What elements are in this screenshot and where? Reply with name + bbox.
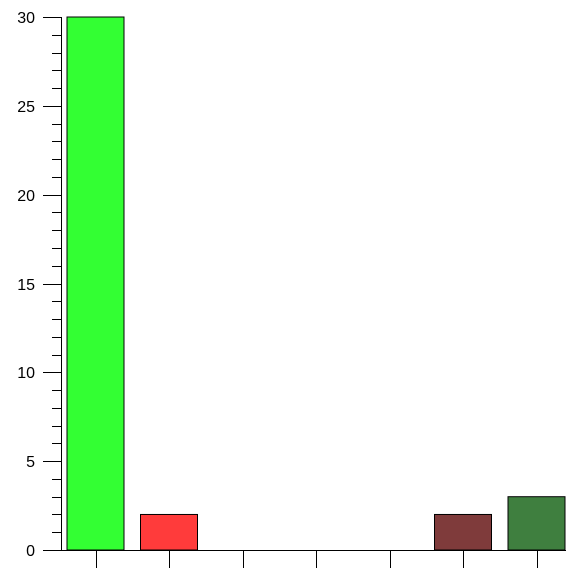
bar [434, 513, 492, 551]
y-tick-label: 25 [17, 99, 35, 116]
x-axis [61, 550, 566, 568]
bar [66, 16, 125, 551]
y-axis: 0 5 10 15 20 25 30 [17, 10, 62, 560]
y-tick-label: 30 [17, 10, 35, 27]
y-tick-label: 10 [17, 365, 35, 382]
y-tick-label: 0 [26, 543, 35, 560]
bar [507, 496, 566, 551]
bar-series [66, 16, 566, 551]
y-tick-label: 15 [17, 277, 35, 294]
bar [140, 513, 198, 551]
y-tick-label: 20 [17, 188, 35, 205]
y-tick-label: 5 [26, 454, 35, 471]
